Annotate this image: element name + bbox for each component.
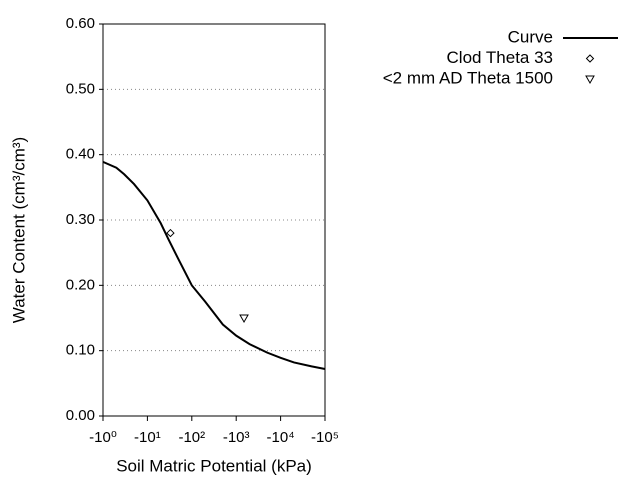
y-tick-label: 0.10 [66,342,95,359]
y-tick-label: 0.40 [66,146,95,163]
x-tick-label: -10¹ [134,429,161,446]
y-tick-label: 0.20 [66,276,95,293]
y-axis-label: Water Content (cm³/cm³) [9,137,28,323]
point [166,228,175,238]
curve [102,160,326,370]
legend-swatch [585,75,595,85]
x-axis-label: Soil Matric Potential (kPa) [116,456,312,475]
y-tick-label: 0.50 [66,80,95,97]
y-tick-label: 0.30 [66,211,95,228]
x-tick-label: -10⁰ [89,429,117,446]
legend-label: Curve [508,27,553,46]
legend-label: Clod Theta 33 [447,48,553,67]
y-tick-label: 0.00 [66,407,95,424]
plot-frame [102,23,326,417]
x-tick-label: -10⁴ [267,429,295,446]
legend-label: <2 mm AD Theta 1500 [383,68,553,87]
x-tick-label: -10⁵ [311,429,339,446]
point [239,314,249,324]
x-tick-label: -10² [178,429,205,446]
x-tick-label: -10³ [223,429,250,446]
y-tick-label: 0.60 [66,15,95,32]
legend-swatch [585,54,595,63]
